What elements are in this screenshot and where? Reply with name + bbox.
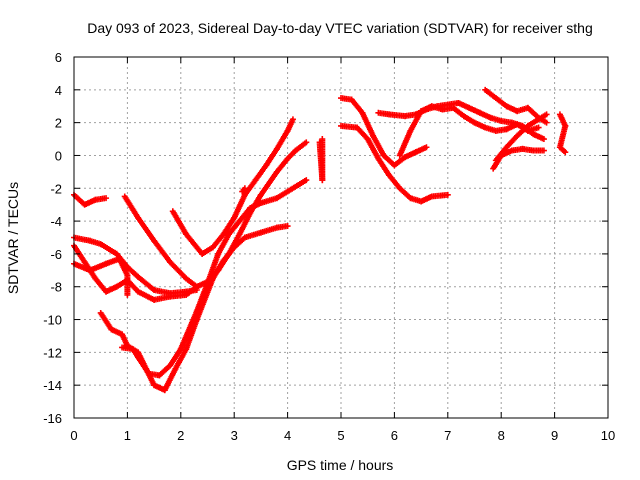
y-tick-label: -12 xyxy=(43,345,62,360)
y-tick-label: 2 xyxy=(55,116,62,131)
data-point xyxy=(444,191,451,198)
x-axis-label: GPS time / hours xyxy=(287,457,394,473)
y-tick-label: 4 xyxy=(55,83,62,98)
x-tick-label: 6 xyxy=(391,428,398,443)
x-tick-label: 0 xyxy=(70,428,77,443)
x-tick-label: 4 xyxy=(284,428,291,443)
series-track-5 xyxy=(97,223,291,394)
data-point xyxy=(540,147,547,154)
y-tick-label: -8 xyxy=(50,280,62,295)
y-tick-label: -2 xyxy=(50,181,62,196)
chart-title: Day 093 of 2023, Sidereal Day-to-day VTE… xyxy=(87,20,593,36)
y-tick-label: 6 xyxy=(55,50,62,65)
data-point xyxy=(562,149,569,156)
x-tick-label: 10 xyxy=(601,428,615,443)
series-track-11 xyxy=(338,95,430,169)
y-axis-label: SDTVAR / TECUs xyxy=(5,182,21,294)
axis-ticks xyxy=(73,56,609,419)
series-track-3 xyxy=(71,242,200,303)
y-tick-label: -16 xyxy=(43,411,62,426)
y-tick-labels: -16 -14 -12 -10 -8 -6 -4 -2 0 2 4 6 xyxy=(43,50,62,426)
data-point xyxy=(303,177,310,184)
data-point xyxy=(124,291,131,298)
data-point xyxy=(289,116,296,123)
data-point xyxy=(319,136,326,143)
x-tick-label: 5 xyxy=(337,428,344,443)
y-tick-label: -6 xyxy=(50,247,62,262)
y-tick-label: -4 xyxy=(50,214,62,229)
series-track-7 xyxy=(121,139,310,290)
series-track-9 xyxy=(239,185,248,195)
data-point xyxy=(535,124,542,131)
series-track-12 xyxy=(338,122,451,205)
y-tick-label: 0 xyxy=(55,148,62,163)
series-track-18 xyxy=(556,111,569,156)
x-tick-label: 2 xyxy=(177,428,184,443)
y-tick-label: -14 xyxy=(43,378,62,393)
series-track-13 xyxy=(375,99,547,143)
x-tick-label: 9 xyxy=(551,428,558,443)
x-tick-label: 3 xyxy=(231,428,238,443)
series-track-1 xyxy=(71,191,110,208)
x-tick-label: 8 xyxy=(498,428,505,443)
series-track-10 xyxy=(316,136,326,184)
series-track-14 xyxy=(396,103,542,159)
x-tick-label: 7 xyxy=(444,428,451,443)
series-track-15 xyxy=(482,86,550,126)
data-point xyxy=(543,119,550,126)
x-tick-labels: 0 1 2 3 4 5 6 7 8 9 10 xyxy=(70,428,615,443)
data-point xyxy=(423,144,430,151)
data-point xyxy=(543,111,550,118)
series-track-17 xyxy=(492,111,550,164)
y-tick-label: -10 xyxy=(43,313,62,328)
data-point xyxy=(103,195,110,202)
series-track-8 xyxy=(169,116,296,257)
data-points xyxy=(71,86,569,394)
data-point xyxy=(241,185,248,192)
series-track-4 xyxy=(71,255,131,298)
data-point xyxy=(303,139,310,146)
data-point xyxy=(284,223,291,230)
data-point xyxy=(540,136,547,143)
x-tick-label: 1 xyxy=(124,428,131,443)
